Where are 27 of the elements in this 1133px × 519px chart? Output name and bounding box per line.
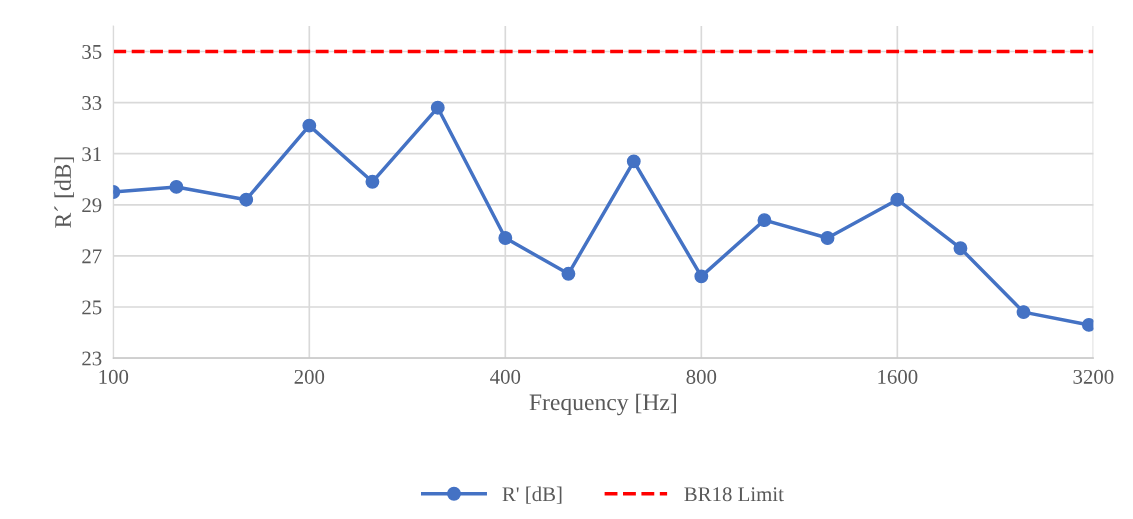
y-axis-title: R´ [dB] (54, 157, 74, 228)
point (1016, 305, 1031, 320)
point (561, 266, 576, 281)
point (365, 174, 380, 189)
y-tick-label: 29 (82, 198, 102, 213)
x-tick-label: 3200 (1073, 369, 1114, 384)
point (430, 100, 445, 115)
point (302, 118, 317, 133)
x-tick-label: 1600 (878, 369, 918, 384)
y-tick-label: 35 (82, 44, 102, 59)
y-tick-label: 23 (82, 351, 102, 366)
x-tick-label: 200 (294, 369, 325, 384)
point (498, 231, 513, 245)
x-axis-title: Frequency [Hz] (529, 393, 676, 416)
point (757, 213, 772, 228)
y-tick-label: 27 (82, 249, 102, 264)
x-tick-label: 400 (490, 369, 521, 384)
x-tick-label: 800 (686, 369, 717, 384)
legend-label: BR18 Limit (684, 487, 784, 502)
point (626, 154, 641, 169)
x-tick-label: 100 (99, 369, 129, 384)
legend-label: R' [dB] (502, 486, 562, 504)
point (820, 231, 835, 245)
point (1081, 317, 1094, 332)
y-tick-label: 25 (82, 300, 102, 315)
y-tick-label: 31 (82, 147, 101, 162)
y-tick-label: 33 (82, 96, 102, 111)
